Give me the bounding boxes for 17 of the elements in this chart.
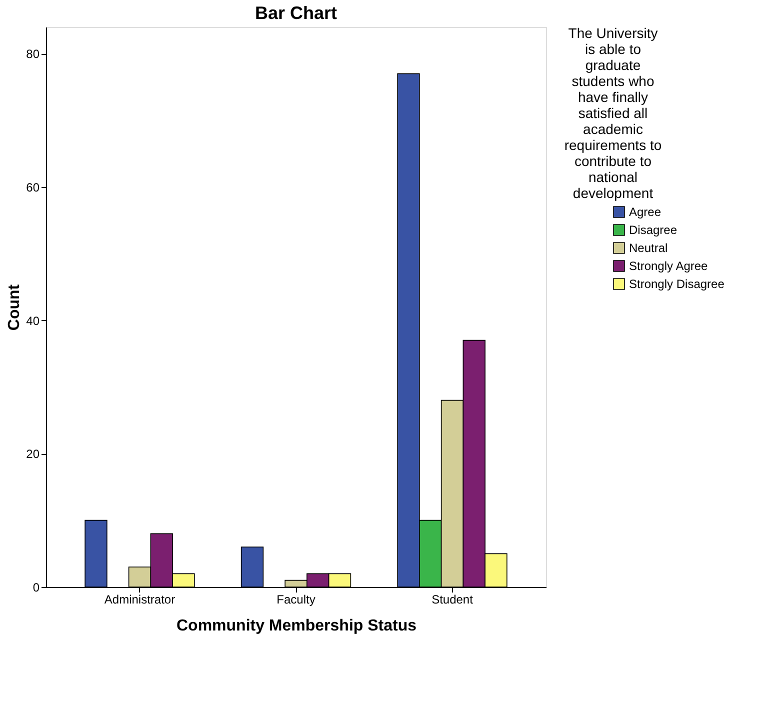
y-tick-label: 20: [26, 447, 40, 462]
x-tick-label: Administrator: [104, 592, 176, 606]
legend-label: Disagree: [629, 223, 678, 237]
legend-label: Neutral: [629, 241, 668, 255]
y-tick-label: 80: [26, 47, 40, 62]
text: The University is able to graduate students who have finally satisfied all academic requirements to contribute to national development: [564, 25, 662, 201]
legend-label: Strongly Agree: [629, 259, 708, 273]
y-tick-label: 0: [32, 580, 40, 594]
x-tick-label: Student: [432, 592, 474, 606]
y-axis-title: Count: [6, 284, 24, 331]
legend-label: Agree: [629, 205, 662, 219]
x-axis-title: Community Membership Status: [176, 618, 417, 634]
chart-title: Bar Chart: [254, 3, 338, 23]
y-tick-label: 40: [26, 314, 40, 328]
legend-label: Strongly Disagree: [629, 277, 725, 291]
x-tick-label: Faculty: [276, 592, 316, 606]
y-tick-label: 60: [26, 180, 40, 194]
